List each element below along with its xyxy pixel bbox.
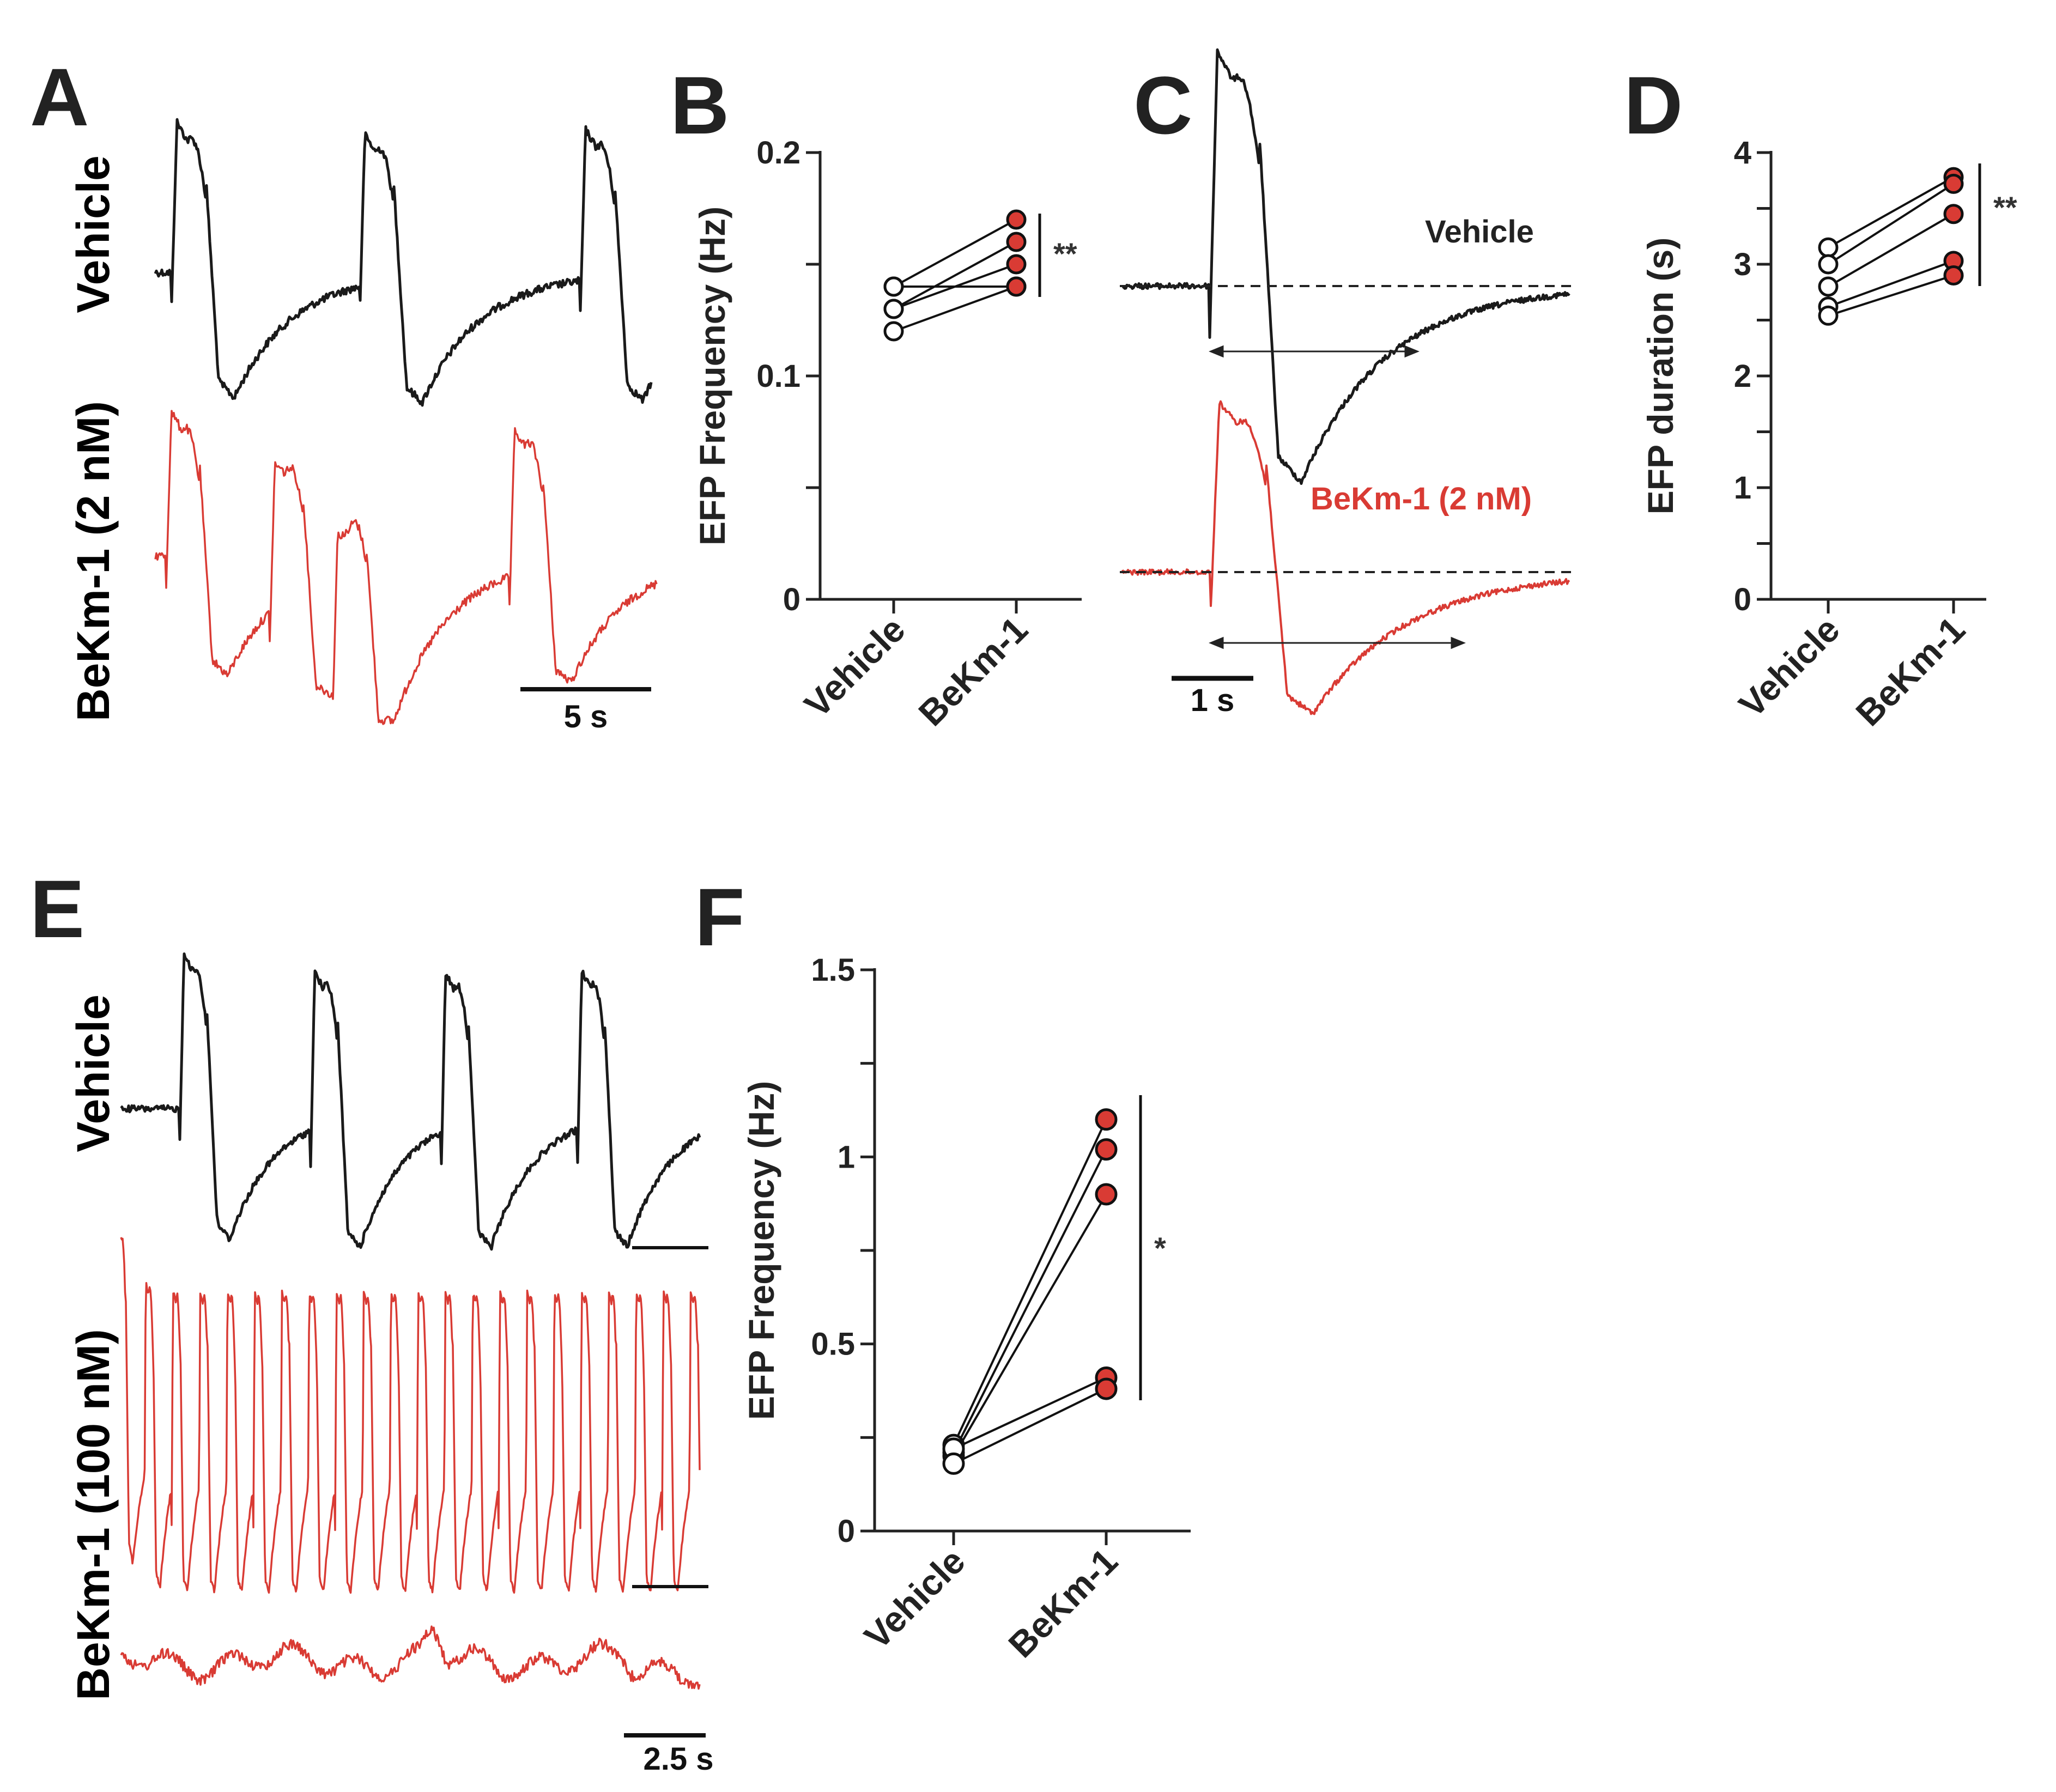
f-pair-line [953,1193,1107,1457]
d-pair-line [1828,274,1954,317]
f-bekm-point [1095,1377,1118,1400]
b-vehicle-point [883,299,904,319]
panel-letter-f: F [695,871,745,963]
c-vehicle-trace [1121,48,1570,485]
d-y-tick-label: 0 [1734,582,1751,617]
f-significance-label: * [1154,1231,1166,1265]
f-pair-line [953,1376,1107,1450]
f-y-axis-label: EFP Frequency (Hz) [741,1081,781,1420]
d-vehicle-point [1818,237,1839,258]
a-treat-label: BeKm-1 (2 nM) [68,401,119,721]
b-pair-line [893,218,1017,288]
panel-letter-b: B [670,59,729,151]
d-y-axis-label: EFP duration (s) [1640,238,1681,514]
b-y-axis-label: EFP Frequency (Hz) [692,206,732,545]
c-treat-duration-arrow [1209,636,1466,649]
c-treat-label: BeKm-1 (2 nM) [1311,481,1532,517]
b-x-tick-label: BeKm-1 [911,609,1035,734]
d-y-tick-label: 4 [1734,135,1751,171]
c-vehicle-duration-arrow [1209,345,1420,358]
b-bekm-point [1006,276,1027,297]
d-bekm-point [1943,173,1964,194]
f-y-tick-label: 1 [838,1139,855,1175]
panel-letter-e: E [30,863,84,955]
b-bekm-point [1006,209,1027,230]
f-y-tick-label: 0 [838,1514,855,1549]
b-pair-line [893,241,1017,310]
c-scalebar-label: 1 s [1191,683,1235,718]
d-y-tick-label: 3 [1734,247,1751,282]
d-vehicle-point [1818,254,1839,275]
d-y-tick-label: 2 [1734,359,1751,394]
a-scalebar-label: 5 s [564,699,608,734]
d-vehicle-point [1818,305,1839,326]
b-y-tick-label: 0 [783,582,800,617]
b-vehicle-point [883,321,904,342]
d-bekm-point [1943,265,1964,285]
c-treat-trace [1121,400,1570,715]
e-vehicle-label: Vehicle [68,994,119,1152]
f-pair-line [953,1149,1107,1453]
d-pair-line [1828,259,1954,308]
f-vehicle-point [942,1452,965,1475]
d-y-tick-label: 1 [1734,470,1751,506]
e-treat-trace-noise [120,1625,701,1690]
panel-letter-c: C [1133,59,1192,151]
f-y-tick-label: 0.5 [811,1327,855,1362]
a-vehicle-trace [154,118,653,407]
b-vehicle-point [883,276,904,297]
c-vehicle-label: Vehicle [1425,214,1534,250]
d-pair-line [1827,213,1955,288]
d-bekm-point [1943,204,1964,224]
e-treat-label: BeKm-1 (100 nM) [68,1329,119,1700]
chart-d: D 0 1 2 3 4 EFP duration (s) Vehicle BeKm-1 ** [1624,59,2017,733]
b-x-tick-label: Vehicle [797,609,913,725]
e-scalebar-label: 2.5 s [644,1741,714,1777]
a-vehicle-label: Vehicle [68,155,119,313]
a-treat-trace [154,410,658,725]
f-x-tick-label: Vehicle [857,1541,973,1657]
f-y-tick-label: 1.5 [811,952,855,988]
f-bekm-point [1095,1183,1118,1206]
b-pair-line [893,285,1017,332]
f-bekm-point [1095,1108,1118,1131]
e-vehicle-trace [120,952,701,1251]
e-treat-trace-fast [120,1237,701,1594]
b-bekm-point [1006,254,1027,275]
d-x-tick-label: Vehicle [1731,609,1847,725]
b-y-tick-label: 0.2 [756,135,800,171]
d-significance-label: ** [1993,190,2017,224]
f-pair-line [953,1119,1107,1445]
b-y-tick-label: 0.1 [756,359,800,394]
f-bekm-point [1095,1138,1118,1161]
d-x-tick-label: BeKm-1 [1848,609,1973,734]
d-pair-line [1827,183,1955,265]
d-pair-line [1828,176,1954,248]
b-bekm-point [1006,232,1027,252]
panel-letter-d: D [1624,59,1683,151]
b-significance-label: ** [1053,236,1077,271]
d-vehicle-point [1818,276,1839,297]
f-x-tick-label: BeKm-1 [1000,1541,1125,1666]
panel-letter-a: A [30,51,89,143]
chart-f: F 0 0.5 1 1.5 EFP Frequency (Hz) Vehicle BeKm-1… [695,871,1191,1665]
f-pair-line [953,1388,1107,1465]
